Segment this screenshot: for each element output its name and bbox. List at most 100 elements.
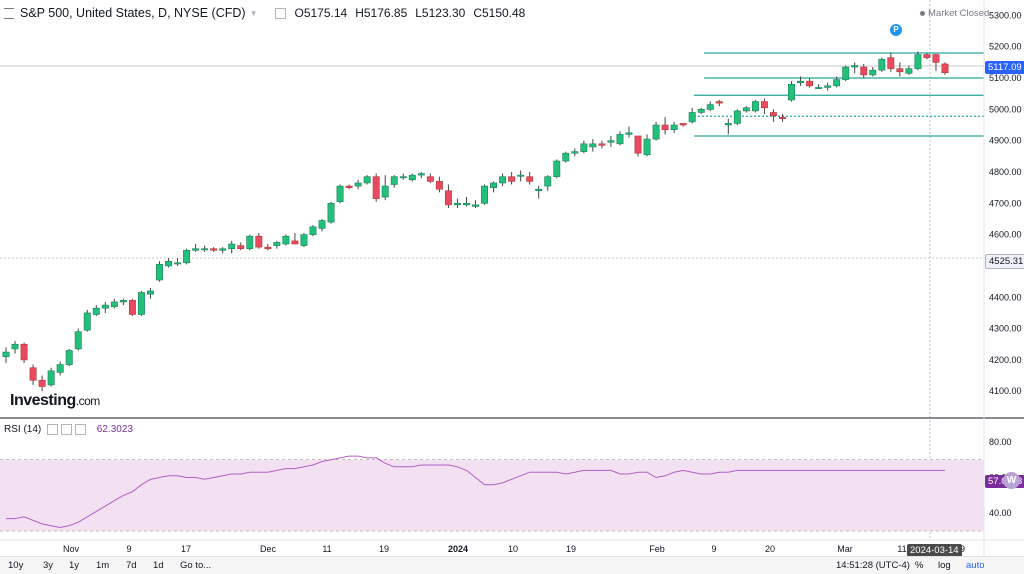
candle-body bbox=[481, 185, 488, 204]
rsi-series-line bbox=[6, 455, 945, 529]
eye-icon[interactable] bbox=[47, 424, 59, 435]
candle-body bbox=[390, 176, 398, 185]
candle-body bbox=[869, 69, 877, 76]
x-tick-label: 19 bbox=[566, 544, 576, 554]
candle-body bbox=[201, 248, 209, 251]
candle-body bbox=[165, 260, 172, 267]
candle-body bbox=[769, 112, 777, 116]
candle-body bbox=[20, 343, 28, 361]
x-tick-label: 9 bbox=[711, 544, 716, 554]
candle-body bbox=[598, 143, 606, 146]
candle-body bbox=[309, 226, 317, 235]
candle-body bbox=[408, 174, 416, 181]
candle-body bbox=[291, 240, 299, 245]
candle-body bbox=[435, 181, 443, 190]
candle-body bbox=[83, 312, 91, 331]
auto-toggle[interactable]: auto bbox=[966, 560, 985, 571]
settings-box-icon[interactable] bbox=[275, 7, 287, 19]
candle-body bbox=[156, 264, 163, 281]
candle-body bbox=[571, 151, 579, 154]
low-value: L5123.30 bbox=[415, 6, 466, 20]
candle-body bbox=[463, 203, 470, 206]
candle-body bbox=[923, 54, 931, 58]
dropdown-icon[interactable]: ▼ bbox=[249, 8, 258, 18]
candle-body bbox=[2, 351, 10, 358]
candle-body bbox=[697, 109, 705, 113]
price-chart[interactable]: 4100.004200.004300.004400.004500.004600.… bbox=[0, 0, 1024, 556]
rsi-band-fill bbox=[0, 459, 984, 532]
candle-body bbox=[219, 248, 227, 251]
candle-body bbox=[607, 140, 615, 143]
candle-body bbox=[562, 152, 570, 162]
symbol-title[interactable]: S&P 500, United States, D, NYSE (CFD) bbox=[20, 6, 246, 20]
chart-menu-icon[interactable] bbox=[4, 8, 14, 19]
candle-body bbox=[74, 331, 82, 350]
candle-body bbox=[914, 54, 922, 69]
crosshair-price-tag: 5117.09 bbox=[985, 61, 1024, 74]
range-1m[interactable]: 1m bbox=[96, 560, 110, 571]
x-axis: Nov917Dec111920241019Feb920Mar1119 bbox=[63, 544, 965, 554]
candle-body bbox=[300, 234, 308, 246]
candle-body bbox=[751, 101, 759, 112]
p-badge[interactable]: P bbox=[890, 24, 902, 36]
goto-button[interactable]: Go to... bbox=[180, 560, 212, 571]
candle-body bbox=[760, 101, 768, 109]
x-tick-label: Dec bbox=[260, 544, 277, 554]
candle-body bbox=[860, 66, 868, 76]
range-7d[interactable]: 7d bbox=[126, 560, 137, 571]
candle-body bbox=[56, 364, 64, 373]
candle-body bbox=[661, 124, 669, 131]
x-tick-label: Nov bbox=[63, 544, 80, 554]
w-badge[interactable]: W bbox=[1003, 472, 1020, 489]
candle-body bbox=[453, 203, 461, 206]
candle-body bbox=[887, 57, 895, 69]
open-value: O5175.14 bbox=[294, 6, 348, 20]
candle-body bbox=[92, 307, 100, 315]
candle-body bbox=[643, 138, 651, 156]
candle-body bbox=[625, 132, 633, 135]
y-tick-label: 4800.00 bbox=[989, 167, 1022, 177]
candle-body bbox=[616, 134, 624, 145]
candle-body bbox=[851, 65, 859, 68]
range-1d[interactable]: 1d bbox=[153, 560, 164, 571]
candle-body bbox=[255, 235, 263, 248]
investing-logo: Investing.com bbox=[10, 392, 100, 409]
candle-body bbox=[174, 262, 182, 265]
y-tick-label: 5300.00 bbox=[989, 10, 1022, 20]
x-tick-label: Mar bbox=[837, 544, 853, 554]
candle-body bbox=[652, 124, 660, 140]
candle-body bbox=[499, 176, 507, 184]
close-icon[interactable] bbox=[75, 424, 87, 435]
y-tick-label: 5000.00 bbox=[989, 104, 1022, 114]
candle-body bbox=[38, 379, 46, 387]
rsi-band bbox=[0, 459, 984, 532]
y-tick-label: 4300.00 bbox=[989, 324, 1022, 334]
candle-body bbox=[472, 204, 479, 207]
candle-body bbox=[733, 110, 741, 124]
candle-body bbox=[101, 304, 109, 309]
candle-body bbox=[553, 160, 561, 177]
range-3y[interactable]: 3y bbox=[43, 560, 54, 571]
candle-body bbox=[399, 176, 407, 179]
x-tick-label: 20 bbox=[765, 544, 775, 554]
candle-body bbox=[779, 116, 786, 120]
candle-body bbox=[544, 176, 552, 187]
log-toggle[interactable]: log bbox=[938, 560, 951, 571]
candle-body bbox=[327, 203, 335, 223]
candle-body bbox=[535, 188, 543, 192]
y-tick-label: 5100.00 bbox=[989, 73, 1022, 83]
candle-body bbox=[110, 301, 118, 307]
candle-body bbox=[137, 292, 145, 315]
settings-icon[interactable] bbox=[61, 424, 73, 435]
candle-body bbox=[444, 190, 452, 206]
candle-body bbox=[372, 176, 380, 199]
candle-body bbox=[706, 104, 714, 110]
market-status: Market Closed bbox=[920, 8, 989, 19]
candle-body bbox=[354, 182, 362, 187]
range-10y[interactable]: 10y bbox=[8, 560, 24, 571]
percent-toggle[interactable]: % bbox=[915, 560, 924, 571]
close-value: C5150.48 bbox=[473, 6, 526, 20]
range-1y[interactable]: 1y bbox=[69, 560, 80, 571]
x-tick-label: 11 bbox=[322, 544, 331, 554]
rsi-line bbox=[6, 455, 945, 529]
